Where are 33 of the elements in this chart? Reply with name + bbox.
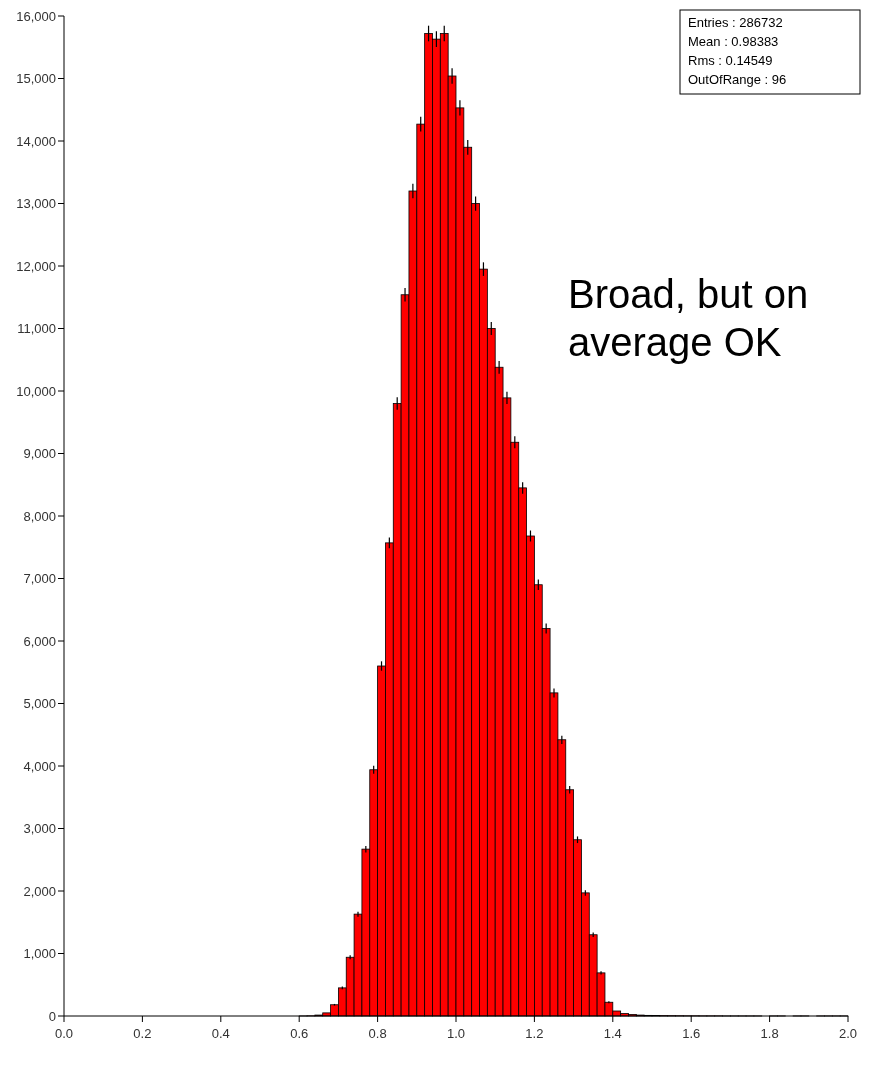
y-tick-label: 3,000: [23, 821, 56, 837]
annotation: OutOfRange : 96: [688, 72, 787, 87]
y-tick-label: 14,000: [16, 133, 56, 149]
x-tick-label: 1.8: [760, 1026, 779, 1041]
y-tick-label: 12,000: [16, 258, 56, 274]
x-tick-label: 0.2: [133, 1026, 152, 1041]
y-tick-label: 2,000: [23, 883, 56, 899]
y-tick-label: 11,000: [17, 321, 56, 337]
annotation: Mean : 0.98383: [688, 34, 779, 49]
x-tick-label: 1.0: [446, 1026, 466, 1041]
y-tick-label: 4,000: [23, 758, 56, 774]
y-tick-label: 5,000: [23, 696, 56, 712]
x-tick-label: 2.0: [838, 1026, 858, 1041]
annotation: Entries : 286732: [688, 15, 783, 30]
x-tick-label: 0.4: [211, 1026, 230, 1041]
annotation: Broad, but on average OK: [568, 272, 809, 364]
y-tick-label: 9,000: [23, 446, 56, 462]
x-tick-label: 1.4: [603, 1026, 622, 1041]
x-tick-label: 1.6: [682, 1026, 701, 1041]
y-tick-label: 10,000: [16, 383, 56, 399]
x-tick-label: 0.8: [368, 1026, 387, 1041]
x-tick-label: 0.6: [290, 1026, 309, 1041]
y-tick-label: 1,000: [23, 946, 56, 962]
x-tick-label: 1.2: [525, 1026, 544, 1041]
y-tick-label: 8,000: [23, 508, 56, 524]
annotation: Rms : 0.14549: [688, 53, 773, 68]
y-tick-label: 0: [48, 1008, 56, 1024]
y-tick-label: 16,000: [16, 8, 56, 24]
y-tick-label: 13,000: [16, 196, 56, 212]
y-tick-label: 7,000: [23, 571, 56, 587]
y-tick-label: 15,000: [16, 71, 56, 87]
y-tick-label: 6,000: [23, 633, 56, 649]
x-tick-label: 0.0: [54, 1026, 74, 1041]
